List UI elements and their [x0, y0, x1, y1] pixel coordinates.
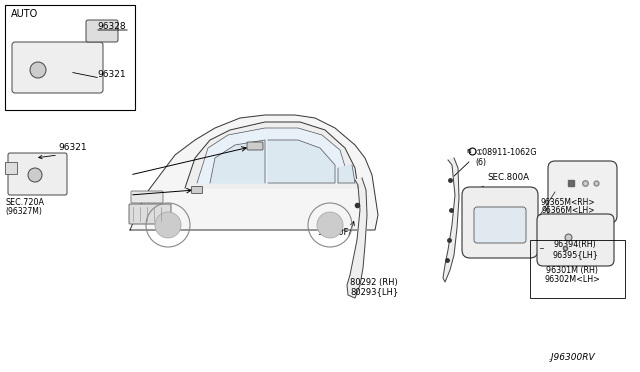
Polygon shape — [210, 140, 265, 183]
Text: ①08911-1062G
(6): ①08911-1062G (6) — [475, 148, 536, 167]
Text: 80292 (RH): 80292 (RH) — [350, 278, 397, 287]
Text: SEC.720A: SEC.720A — [5, 198, 44, 207]
Text: 80293{LH}: 80293{LH} — [350, 287, 398, 296]
Text: SEC.800A: SEC.800A — [487, 173, 529, 182]
Circle shape — [317, 212, 343, 238]
Text: 96328: 96328 — [97, 22, 125, 31]
Bar — [530, 240, 625, 298]
Text: 96366M<LH>: 96366M<LH> — [541, 206, 595, 215]
Text: 96321: 96321 — [97, 70, 125, 79]
Circle shape — [155, 212, 181, 238]
Text: 96301M (RH): 96301M (RH) — [546, 266, 598, 275]
Polygon shape — [443, 158, 459, 282]
Text: (96327M): (96327M) — [5, 207, 42, 216]
FancyBboxPatch shape — [8, 153, 67, 195]
Polygon shape — [338, 165, 355, 183]
Circle shape — [28, 168, 42, 182]
Polygon shape — [197, 128, 350, 183]
FancyBboxPatch shape — [537, 214, 614, 266]
Text: .J96300RV: .J96300RV — [548, 353, 595, 362]
Circle shape — [30, 62, 46, 78]
Bar — [5, 162, 17, 174]
Text: 96300F: 96300F — [318, 228, 349, 237]
Polygon shape — [347, 178, 367, 298]
Text: 96321: 96321 — [58, 143, 86, 152]
Polygon shape — [130, 115, 378, 230]
FancyBboxPatch shape — [548, 161, 617, 223]
Text: 96394(RH): 96394(RH) — [554, 240, 596, 249]
FancyBboxPatch shape — [191, 186, 202, 193]
Text: AUTO: AUTO — [11, 9, 38, 19]
Bar — [5, 5, 135, 110]
Text: N: N — [467, 148, 472, 154]
FancyBboxPatch shape — [86, 20, 118, 42]
FancyBboxPatch shape — [131, 191, 163, 203]
Polygon shape — [268, 140, 335, 183]
FancyBboxPatch shape — [462, 187, 538, 258]
Text: 96302M<LH>: 96302M<LH> — [544, 275, 600, 284]
FancyBboxPatch shape — [12, 42, 103, 93]
Polygon shape — [185, 122, 358, 188]
FancyBboxPatch shape — [129, 204, 171, 224]
FancyBboxPatch shape — [247, 142, 263, 150]
Text: 96365M<RH>: 96365M<RH> — [540, 198, 595, 207]
FancyBboxPatch shape — [474, 207, 526, 243]
Text: 96395{LH}: 96395{LH} — [552, 250, 598, 259]
